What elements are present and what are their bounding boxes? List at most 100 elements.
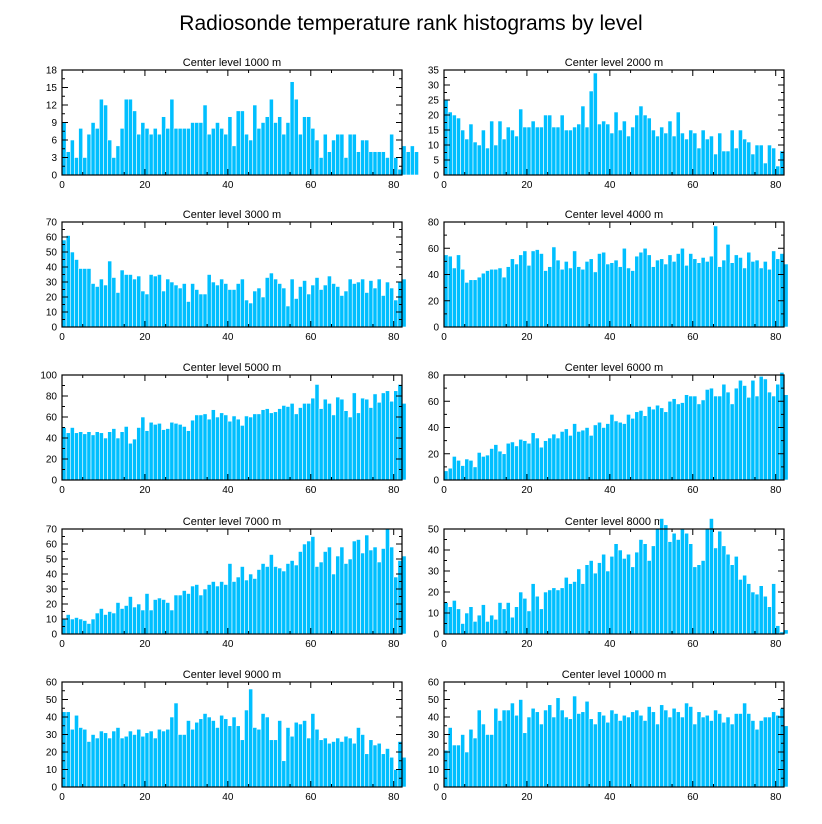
histogram-bar bbox=[651, 129, 656, 176]
histogram-bar bbox=[700, 257, 706, 328]
y-tick-label: 10 bbox=[46, 765, 58, 776]
histogram-bar bbox=[630, 566, 636, 635]
histogram-bar bbox=[688, 706, 694, 788]
histogram-bar bbox=[169, 716, 175, 788]
panel-title: Center level 8000 m bbox=[565, 516, 663, 528]
histogram-bar bbox=[103, 614, 108, 635]
histogram-bar bbox=[621, 120, 627, 176]
histogram-bar bbox=[613, 111, 619, 176]
histogram-bar bbox=[194, 122, 200, 176]
histogram-bar bbox=[223, 283, 229, 328]
y-tick-label: 10 bbox=[46, 615, 58, 626]
histogram-bar bbox=[746, 713, 752, 788]
histogram-bar bbox=[613, 543, 619, 635]
histogram-bar bbox=[609, 555, 615, 635]
x-tick-label: 40 bbox=[604, 180, 616, 191]
histogram-bar bbox=[497, 720, 503, 788]
histogram-bar bbox=[688, 253, 694, 328]
histogram-bar bbox=[111, 157, 117, 176]
histogram-bar bbox=[239, 110, 245, 176]
histogram-bar bbox=[742, 574, 747, 635]
histogram-bar bbox=[750, 591, 756, 635]
histogram-bar bbox=[501, 608, 507, 635]
histogram-bar bbox=[630, 418, 636, 481]
histogram-bar bbox=[642, 415, 648, 481]
histogram-bar bbox=[754, 728, 760, 788]
histogram-bar bbox=[638, 539, 644, 635]
histogram-bar bbox=[472, 466, 478, 481]
histogram-bar bbox=[671, 261, 677, 328]
histogram-bar bbox=[148, 274, 154, 328]
histogram-bar bbox=[65, 614, 71, 635]
histogram-bar bbox=[522, 732, 528, 788]
histogram-bar bbox=[634, 114, 640, 176]
histogram-bar bbox=[186, 430, 191, 481]
x-tick-label: 80 bbox=[388, 485, 400, 496]
histogram-bar bbox=[729, 564, 735, 635]
y-tick-label: 30 bbox=[46, 585, 58, 596]
histogram-bar bbox=[762, 261, 768, 328]
histogram-bar bbox=[281, 570, 287, 635]
histogram-bar bbox=[489, 448, 495, 481]
histogram-bar bbox=[626, 414, 631, 481]
y-tick-label: 10 bbox=[428, 141, 440, 152]
histogram-bar bbox=[754, 395, 760, 481]
histogram-bar bbox=[663, 132, 669, 176]
histogram-bar bbox=[322, 737, 328, 788]
y-tick-label: 30 bbox=[428, 567, 440, 578]
histogram-bar bbox=[123, 98, 129, 176]
histogram-bar bbox=[277, 283, 283, 328]
histogram-bar bbox=[684, 265, 689, 328]
histogram-bar bbox=[264, 277, 270, 328]
histogram-bar bbox=[368, 739, 374, 788]
histogram-bar bbox=[642, 543, 648, 635]
histogram-bar bbox=[181, 128, 187, 176]
histogram-bar bbox=[592, 572, 598, 635]
histogram-bar bbox=[555, 126, 561, 176]
histogram-bar bbox=[443, 602, 449, 635]
histogram-bar bbox=[285, 305, 291, 328]
histogram-bar bbox=[671, 532, 677, 635]
histogram-bar bbox=[202, 293, 208, 328]
histogram-bar bbox=[252, 578, 258, 635]
histogram-bar bbox=[310, 128, 316, 176]
histogram-bar bbox=[190, 728, 195, 788]
histogram-bar bbox=[339, 133, 345, 176]
histogram-bar bbox=[605, 570, 611, 635]
x-tick-label: 40 bbox=[222, 180, 234, 191]
y-tick-label: 40 bbox=[46, 713, 58, 724]
histogram-bar bbox=[626, 267, 631, 328]
histogram-bar bbox=[451, 744, 457, 788]
x-tick-label: 0 bbox=[441, 792, 447, 803]
histogram-bar bbox=[339, 741, 345, 788]
histogram-bar bbox=[260, 409, 266, 481]
histogram-bar bbox=[684, 532, 689, 635]
histogram-bar bbox=[136, 728, 142, 788]
histogram-bar bbox=[256, 413, 262, 481]
x-tick-label: 40 bbox=[222, 639, 234, 650]
x-tick-label: 60 bbox=[687, 332, 699, 343]
histogram-bar bbox=[771, 711, 777, 788]
y-tick-label: 80 bbox=[46, 392, 58, 403]
histogram-bar bbox=[389, 546, 395, 635]
histogram-bar bbox=[385, 281, 390, 328]
histogram-bar bbox=[401, 403, 407, 481]
histogram-bar bbox=[152, 737, 158, 788]
histogram-bar bbox=[210, 409, 216, 481]
histogram-bar bbox=[543, 709, 548, 788]
x-tick-label: 60 bbox=[305, 332, 317, 343]
histogram-bar bbox=[568, 435, 573, 481]
histogram-bar bbox=[339, 398, 345, 481]
histogram-bar bbox=[318, 408, 324, 481]
histogram-bar bbox=[460, 623, 466, 635]
histogram-bar bbox=[389, 287, 395, 328]
histogram-bar bbox=[165, 278, 171, 328]
histogram-bar bbox=[235, 418, 241, 481]
histogram-bar bbox=[107, 611, 113, 635]
histogram-bar bbox=[347, 558, 353, 635]
histogram-bar bbox=[696, 262, 702, 328]
histogram-bar bbox=[588, 435, 594, 481]
histogram-bar bbox=[389, 133, 395, 176]
histogram-bar bbox=[725, 716, 731, 788]
histogram-bar bbox=[443, 749, 449, 788]
